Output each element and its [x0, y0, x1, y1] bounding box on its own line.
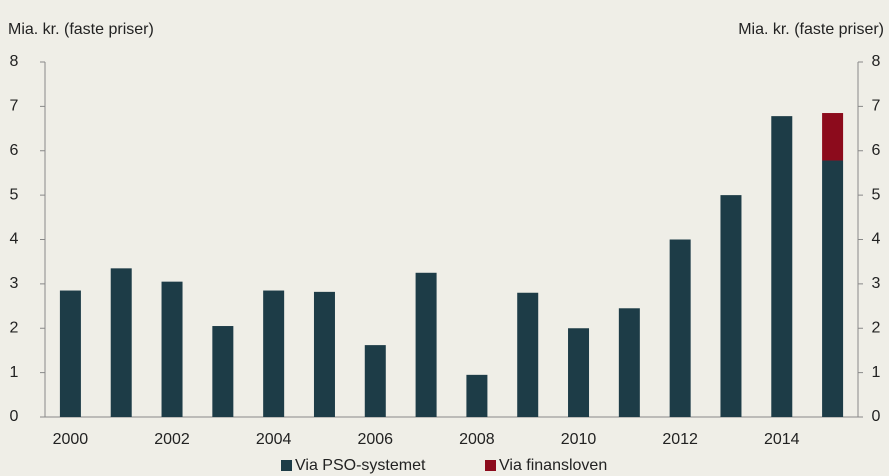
y-tick-label: 6	[10, 142, 19, 159]
legend-label: Via PSO-systemet	[295, 457, 426, 474]
x-tick-label: 2008	[459, 431, 495, 448]
bar	[618, 308, 640, 417]
bar	[313, 291, 335, 417]
bar	[212, 326, 234, 417]
bar	[568, 328, 590, 417]
y2-tick-label: 7	[872, 98, 881, 115]
legend-swatch	[281, 460, 292, 471]
y-tick-label: 5	[10, 186, 19, 203]
bar	[822, 113, 844, 161]
bar	[59, 290, 81, 417]
y2-tick-label: 6	[872, 142, 881, 159]
bar	[364, 345, 386, 417]
y2-tick-label: 5	[872, 186, 881, 203]
y2-tick-label: 4	[872, 231, 881, 248]
y-tick-label: 8	[10, 53, 19, 70]
x-tick-label: 2014	[764, 431, 800, 448]
bar	[669, 239, 691, 417]
y2-axis-title: Mia. kr. (faste priser)	[738, 21, 884, 38]
y-axis-title: Mia. kr. (faste priser)	[8, 21, 154, 38]
x-tick-label: 2004	[256, 431, 292, 448]
x-tick-label: 2000	[53, 431, 89, 448]
x-tick-label: 2006	[357, 431, 393, 448]
bar	[466, 374, 488, 417]
y2-tick-label: 8	[872, 53, 881, 70]
y2-tick-label: 0	[872, 408, 881, 425]
y-tick-label: 1	[10, 364, 19, 381]
y-tick-label: 0	[10, 408, 19, 425]
y2-tick-label: 3	[872, 275, 881, 292]
x-tick-label: 2002	[154, 431, 190, 448]
bar	[110, 268, 132, 417]
legend-swatch	[485, 460, 496, 471]
y-tick-label: 7	[10, 98, 19, 115]
bar	[720, 195, 742, 417]
legend-label: Via finansloven	[499, 457, 607, 474]
y-tick-label: 3	[10, 275, 19, 292]
x-tick-label: 2012	[662, 431, 698, 448]
y2-tick-label: 1	[872, 364, 881, 381]
bar	[415, 272, 437, 417]
bar	[263, 290, 285, 417]
bar	[161, 281, 183, 417]
bar	[822, 160, 844, 417]
bar	[771, 116, 793, 417]
y-tick-label: 2	[10, 319, 19, 336]
y-tick-label: 4	[10, 231, 19, 248]
y2-tick-label: 2	[872, 319, 881, 336]
bar	[517, 292, 539, 417]
x-tick-label: 2010	[561, 431, 597, 448]
